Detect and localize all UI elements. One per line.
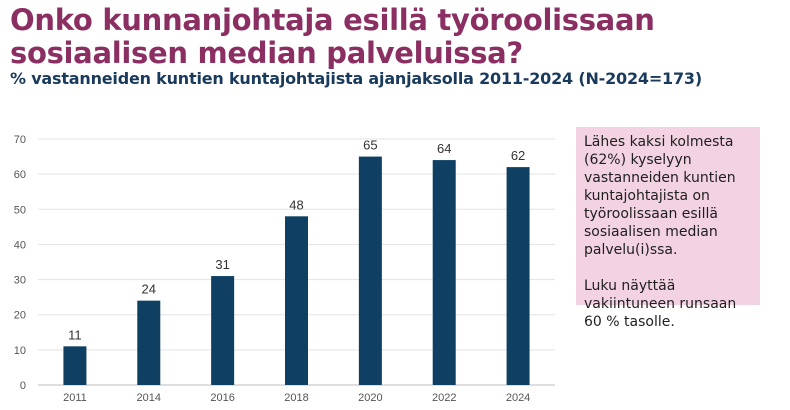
title-line-2: sosiaalisen median palveluissa? [10, 36, 523, 70]
bar [432, 160, 456, 385]
y-tick-label: 60 [14, 169, 26, 181]
x-tick-label: 2011 [63, 392, 87, 404]
data-label: 11 [68, 327, 82, 342]
bar [506, 167, 530, 385]
data-label: 65 [363, 138, 377, 153]
y-tick-label: 50 [14, 204, 26, 216]
page-title: Onko kunnanjohtaja esillä työroolissaan … [10, 4, 655, 70]
x-tick-label: 2020 [358, 392, 382, 404]
bar [211, 276, 235, 385]
data-label: 62 [511, 148, 525, 163]
bar-chart: 0 10 20 30 40 50 60 70 11 2011 24 2014 31 2016 48 2018 6… [14, 134, 555, 404]
y-tick-label: 30 [14, 275, 26, 287]
x-tick-label: 2024 [506, 392, 530, 404]
x-tick-label: 2022 [432, 392, 456, 404]
note-paragraph-1: Lähes kaksi kolmesta (62%) kyselyyn vast… [584, 134, 736, 258]
data-label: 31 [215, 257, 229, 272]
chart-subtitle: % vastanneiden kuntien kuntajohtajista a… [10, 69, 702, 88]
y-tick-label: 10 [14, 345, 26, 357]
y-tick-label: 20 [14, 310, 26, 322]
bar [358, 156, 382, 385]
y-tick-label: 70 [14, 134, 26, 146]
bar [63, 346, 87, 385]
title-line-1: Onko kunnanjohtaja esillä työroolissaan [10, 3, 655, 37]
x-tick-label: 2016 [210, 392, 234, 404]
data-label: 64 [437, 141, 451, 156]
bar [137, 300, 161, 385]
bar [285, 216, 308, 385]
y-tick-label: 40 [14, 239, 26, 251]
data-label: 48 [289, 197, 303, 212]
x-tick-label: 2014 [137, 392, 161, 404]
data-label: 24 [142, 282, 156, 297]
y-tick-label: 0 [20, 380, 26, 392]
note-paragraph-2: Luku näyttää vakiintuneen runsaan 60 % t… [584, 278, 737, 330]
note-box: Lähes kaksi kolmesta (62%) kyselyyn vast… [576, 127, 760, 330]
x-tick-label: 2018 [284, 392, 308, 404]
